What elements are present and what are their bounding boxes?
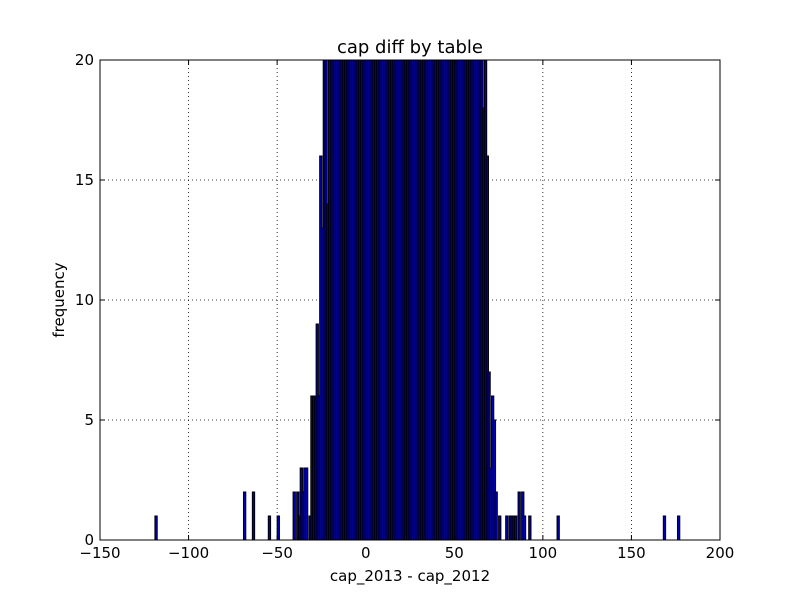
histogram-bar xyxy=(304,467,309,541)
y-tick-label: 0 xyxy=(84,531,94,549)
y-tick-label: 10 xyxy=(75,291,94,309)
histogram-bar xyxy=(267,515,272,541)
histogram-bar xyxy=(662,515,667,541)
x-tick-label: 50 xyxy=(445,544,464,562)
bars xyxy=(154,59,681,541)
histogram-bar xyxy=(292,491,296,541)
chart-title: cap diff by table xyxy=(337,37,483,58)
x-tick-label: −100 xyxy=(168,544,209,562)
tick-marks xyxy=(99,59,721,541)
histogram-bar xyxy=(514,515,518,541)
y-axis-label: frequency xyxy=(50,262,68,337)
histogram-bar xyxy=(517,491,521,541)
histogram-bar xyxy=(242,491,247,541)
histogram-bar xyxy=(528,515,532,541)
histogram-bar xyxy=(556,515,560,541)
y-tick-label: 20 xyxy=(75,51,94,69)
y-tick-label: 15 xyxy=(75,171,94,189)
x-tick-label: 150 xyxy=(617,544,646,562)
histogram-bar xyxy=(498,515,502,541)
x-tick-label: −150 xyxy=(79,544,120,562)
histogram-bar xyxy=(251,491,256,541)
histogram-bar xyxy=(676,515,681,541)
x-tick-label: 200 xyxy=(706,544,735,562)
x-tick-labels: −150 −100 −50 0 50 100 150 200 xyxy=(79,544,734,562)
x-tick-label: −50 xyxy=(261,544,293,562)
histogram-bar xyxy=(154,515,158,541)
y-tick-labels: 0 5 10 15 20 xyxy=(75,51,94,549)
histogram-bar xyxy=(505,515,509,541)
x-axis-label: cap_2013 - cap_2012 xyxy=(330,567,490,586)
y-tick-label: 5 xyxy=(84,411,94,429)
x-tick-label: 0 xyxy=(361,544,371,562)
histogram-bar xyxy=(494,491,498,541)
x-tick-label: 100 xyxy=(529,544,558,562)
histogram-bar xyxy=(522,515,527,541)
